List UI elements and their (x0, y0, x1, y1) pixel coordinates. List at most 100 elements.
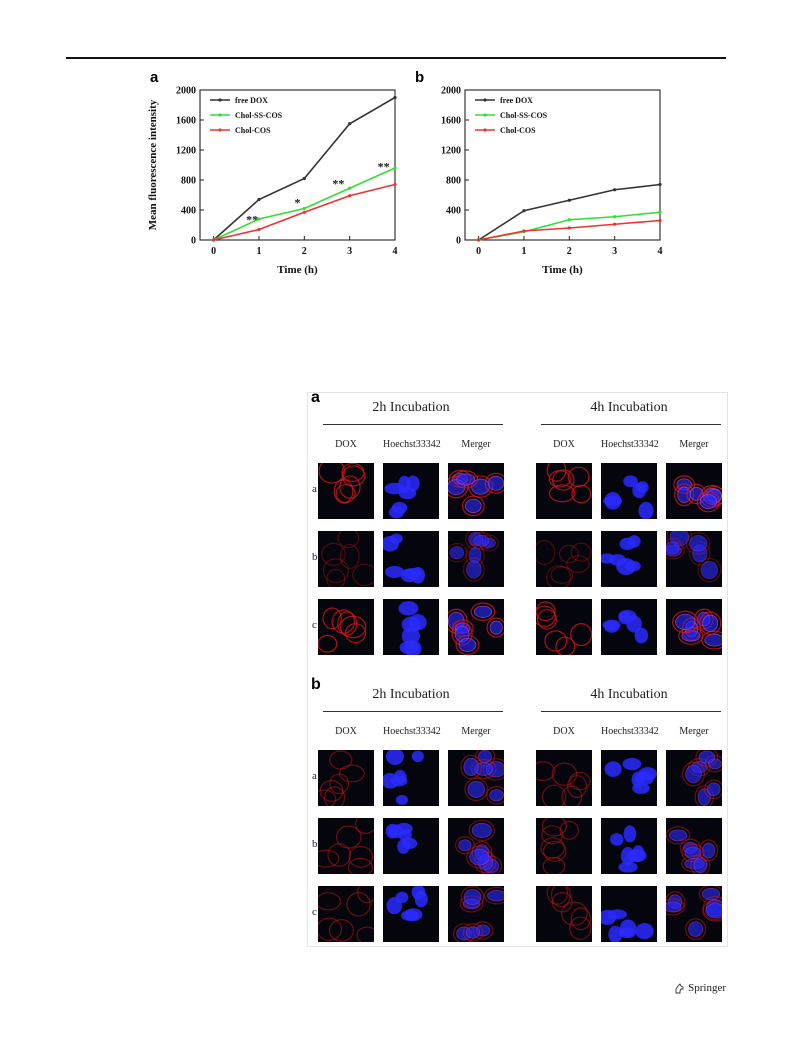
cell-image (536, 818, 592, 874)
data-point (522, 229, 526, 233)
legend-marker (218, 128, 222, 132)
data-point (257, 197, 261, 202)
cell-image (666, 599, 722, 655)
channel-label: Hoechst33342 (383, 439, 441, 450)
data-point (567, 226, 571, 230)
cell-image (383, 599, 439, 655)
x-tick-label: 3 (612, 246, 617, 257)
data-point (658, 182, 662, 187)
channel-label: Hoechst33342 (383, 726, 441, 737)
plot-frame (464, 89, 661, 241)
data-point (567, 218, 571, 222)
micrograph-cell (666, 463, 722, 519)
x-tick-label: 1 (256, 246, 261, 257)
cell-image (666, 750, 722, 806)
cell-image (448, 599, 504, 655)
incubation-rule (541, 711, 721, 712)
micrograph-cell (448, 531, 504, 587)
cell-image (601, 818, 657, 874)
y-tick-label: 1200 (176, 146, 196, 157)
y-tick-label: 1600 (441, 116, 461, 127)
chart-svg: a 0 400 800 1200 1600 2000 0 1 2 3 4 Time (h) Mean fl… (147, 69, 398, 276)
incubation-rule (541, 424, 721, 425)
publisher-name: Springer (688, 982, 726, 994)
micrograph-cell (448, 750, 504, 806)
row-label: c (312, 906, 317, 918)
data-point (522, 209, 526, 213)
cell-image (536, 599, 592, 655)
x-tick-label: 2 (567, 246, 572, 257)
row-label: b (312, 838, 318, 850)
legend-marker (218, 98, 222, 102)
x-tick-label: 4 (393, 246, 398, 257)
data-point (393, 166, 397, 170)
cell-image (383, 886, 439, 942)
micrograph-cell (318, 531, 374, 587)
y-tick-label: 2000 (176, 86, 196, 97)
x-tick-label: 2 (302, 246, 307, 257)
publisher-logo: Springer (674, 982, 726, 994)
data-point (613, 222, 617, 226)
micrograph-panel-letter: a (311, 389, 320, 406)
cell-image (666, 531, 722, 587)
micrograph-cell (601, 886, 657, 942)
y-tick-label: 0 (456, 236, 461, 247)
y-tick-label: 800 (181, 176, 196, 187)
y-tick-label: 1600 (176, 116, 196, 127)
legend-marker (483, 128, 487, 132)
micrograph-cell (383, 599, 439, 655)
cell-image (383, 750, 439, 806)
cell-image (601, 886, 657, 942)
micrograph-cell (666, 750, 722, 806)
data-point (348, 186, 352, 190)
cell-image (448, 818, 504, 874)
cell-image (448, 463, 504, 519)
micrograph-cell (536, 599, 592, 655)
micrograph-cell (601, 531, 657, 587)
data-point (302, 206, 306, 211)
cell-image (318, 463, 374, 519)
micrograph-cell (318, 599, 374, 655)
springer-horse-icon (675, 982, 684, 993)
data-point (613, 215, 617, 219)
legend-entry: Chol-SS-COS (500, 111, 548, 120)
micrograph-cell (318, 886, 374, 942)
significance-annotation: * (295, 195, 301, 209)
cell-image (536, 463, 592, 519)
series-line-0 (478, 183, 661, 241)
channel-label: Merger (461, 726, 491, 737)
y-tick-label: 800 (446, 176, 461, 187)
channel-label: Hoechst33342 (601, 439, 659, 450)
data-point (257, 217, 261, 221)
cell-image (601, 750, 657, 806)
micrograph-cell (448, 463, 504, 519)
cell-image (318, 531, 374, 587)
micrograph-cell (601, 818, 657, 874)
incubation-title: 4h Incubation (590, 687, 668, 702)
cell-image (383, 818, 439, 874)
cell-image (536, 750, 592, 806)
channel-label: DOX (553, 439, 575, 450)
cell-image (666, 463, 722, 519)
data-point (257, 227, 261, 232)
top-rule (66, 57, 726, 59)
cell-image (666, 818, 722, 874)
micrograph-cell (601, 463, 657, 519)
data-point (613, 188, 617, 192)
channel-label: Merger (679, 726, 709, 737)
plot-frame (199, 89, 396, 241)
y-axis-label: Mean fluorescence intensity (147, 99, 159, 230)
chart-b: b 0 400 800 1200 1600 2000 0 1 2 3 4 Time (h) free DO… (405, 62, 670, 282)
micrograph-cell (318, 463, 374, 519)
cell-image (318, 886, 374, 942)
channel-label: Hoechst33342 (601, 726, 659, 737)
row-label: a (312, 483, 317, 495)
x-tick-label: 0 (211, 246, 216, 257)
micrograph-cell (601, 599, 657, 655)
cell-image (318, 818, 374, 874)
y-tick-label: 400 (446, 206, 461, 217)
micrograph-cell (666, 886, 722, 942)
micrograph-cell (318, 818, 374, 874)
series-line-1 (478, 211, 661, 241)
cell-image (318, 599, 374, 655)
